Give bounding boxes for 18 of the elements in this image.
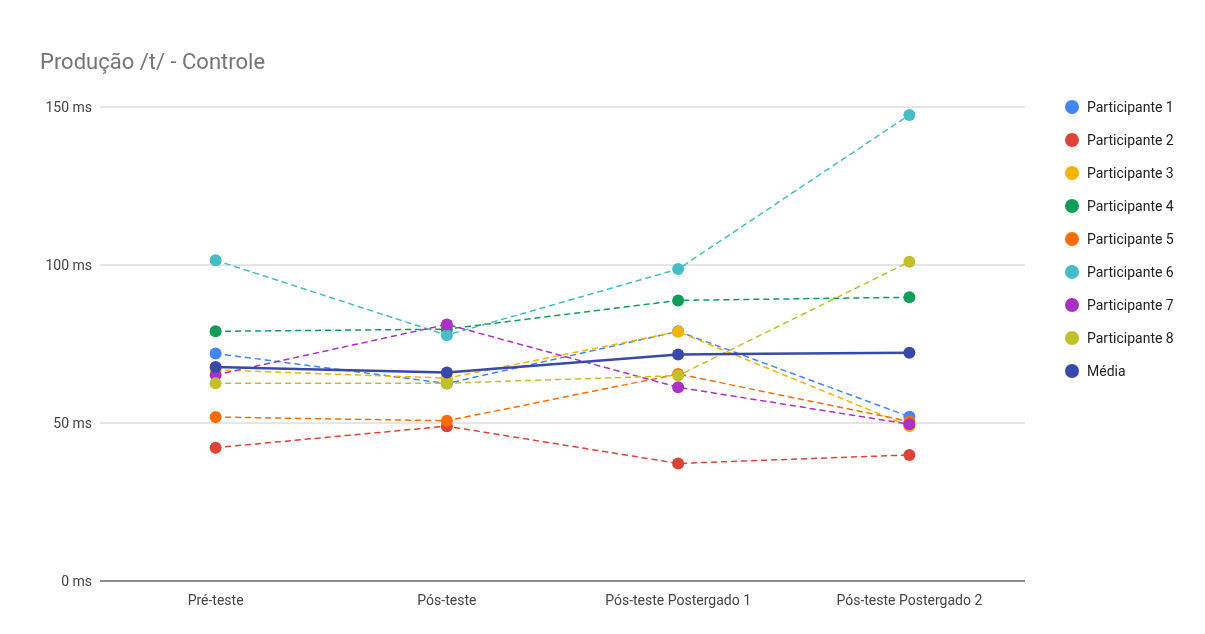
legend-label: Participante 2 — [1087, 131, 1174, 148]
legend-label: Média — [1087, 362, 1126, 379]
legend-label: Participante 5 — [1087, 230, 1174, 247]
legend-label: Participante 3 — [1087, 164, 1174, 181]
y-tick-label: 100 ms — [45, 256, 92, 273]
x-tick-label: Pré-teste — [187, 592, 244, 608]
x-tick-label: Pós-teste Postergado 1 — [605, 592, 752, 608]
legend-label: Participante 6 — [1087, 263, 1174, 280]
y-tick-label: 0 ms — [61, 572, 92, 589]
x-tick-label: Pós-teste — [417, 592, 477, 608]
chart-title: Produção /t/ - Controle — [40, 49, 266, 74]
legend-label: Participante 8 — [1087, 329, 1174, 346]
y-tick-label: 50 ms — [53, 414, 92, 431]
legend-label: Participante 4 — [1087, 197, 1174, 214]
y-tick-label: 150 ms — [45, 98, 92, 115]
legend-label: Participante 1 — [1087, 98, 1174, 115]
legend-label: Participante 7 — [1087, 296, 1174, 313]
x-tick-label: Pós-teste Postergado 2 — [836, 592, 983, 608]
